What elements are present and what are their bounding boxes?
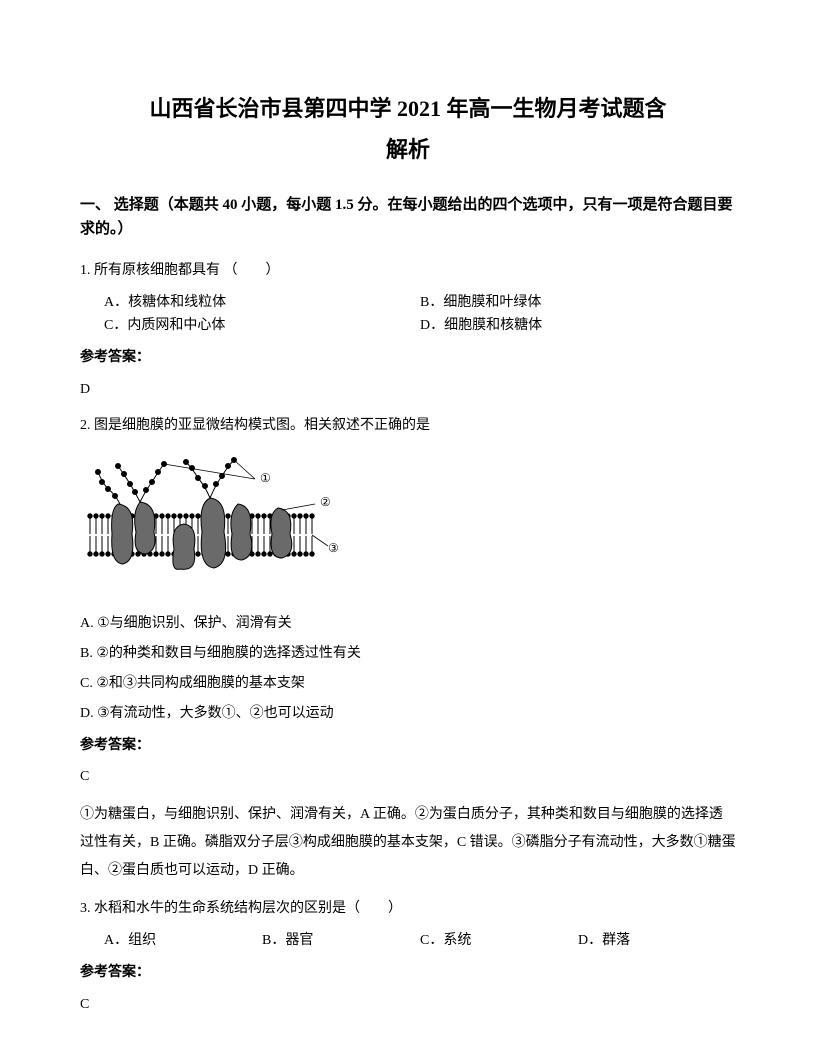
q1-stem: 1. 所有原核细胞都具有 （ ） — [80, 259, 736, 283]
diagram-label-2: ② — [320, 495, 331, 509]
diagram-label-3: ③ — [328, 541, 339, 555]
q2-option-c: C. ②和③共同构成细胞膜的基本支架 — [80, 672, 736, 696]
section-header: 一、 选择题（本题共 40 小题，每小题 1.5 分。在每小题给出的四个选项中，… — [80, 193, 736, 241]
q3-option-d: D．群落 — [578, 929, 736, 953]
q3-option-a: A．组织 — [104, 929, 262, 953]
q2-option-a: A. ①与细胞识别、保护、润滑有关 — [80, 612, 736, 636]
q2-explanation: ①为糖蛋白，与细胞识别、保护、润滑有关，A 正确。②为蛋白质分子，其种类和数目与… — [80, 801, 736, 885]
q3-stem: 3. 水稻和水牛的生命系统结构层次的区别是（ ） — [80, 897, 736, 921]
q3-answer: C — [80, 993, 736, 1017]
q1-answer-label: 参考答案： — [80, 346, 736, 370]
q2-answer: C — [80, 765, 736, 789]
q2-answer-label: 参考答案： — [80, 734, 736, 758]
q2-option-b: B. ②的种类和数目与细胞膜的选择透过性有关 — [80, 642, 736, 666]
membrane-diagram: ① ② ③ — [80, 454, 340, 594]
q3-option-b: B．器官 — [262, 929, 420, 953]
q1-option-a: A．核糖体和线粒体 — [104, 291, 420, 315]
q1-option-c: C．内质网和中心体 — [104, 314, 420, 338]
q2-option-d: D. ③有流动性，大多数①、②也可以运动 — [80, 702, 736, 726]
q3-options: A．组织 B．器官 C．系统 D．群落 — [80, 929, 736, 953]
q1-options: A．核糖体和线粒体 B．细胞膜和叶绿体 C．内质网和中心体 D．细胞膜和核糖体 — [80, 291, 736, 339]
q2-options: A. ①与细胞识别、保护、润滑有关 B. ②的种类和数目与细胞膜的选择透过性有关… — [80, 612, 736, 725]
diagram-label-1: ① — [260, 471, 271, 485]
exam-title-line1: 山西省长治市县第四中学 2021 年高一生物月考试题含 — [80, 90, 736, 127]
q3-answer-label: 参考答案： — [80, 961, 736, 985]
q1-answer: D — [80, 378, 736, 402]
q1-option-d: D．细胞膜和核糖体 — [420, 314, 736, 338]
q1-option-b: B．细胞膜和叶绿体 — [420, 291, 736, 315]
q2-stem: 2. 图是细胞膜的亚显微结构模式图。相关叙述不正确的是 — [80, 414, 736, 438]
exam-title-line2: 解析 — [80, 131, 736, 168]
q3-option-c: C．系统 — [420, 929, 578, 953]
